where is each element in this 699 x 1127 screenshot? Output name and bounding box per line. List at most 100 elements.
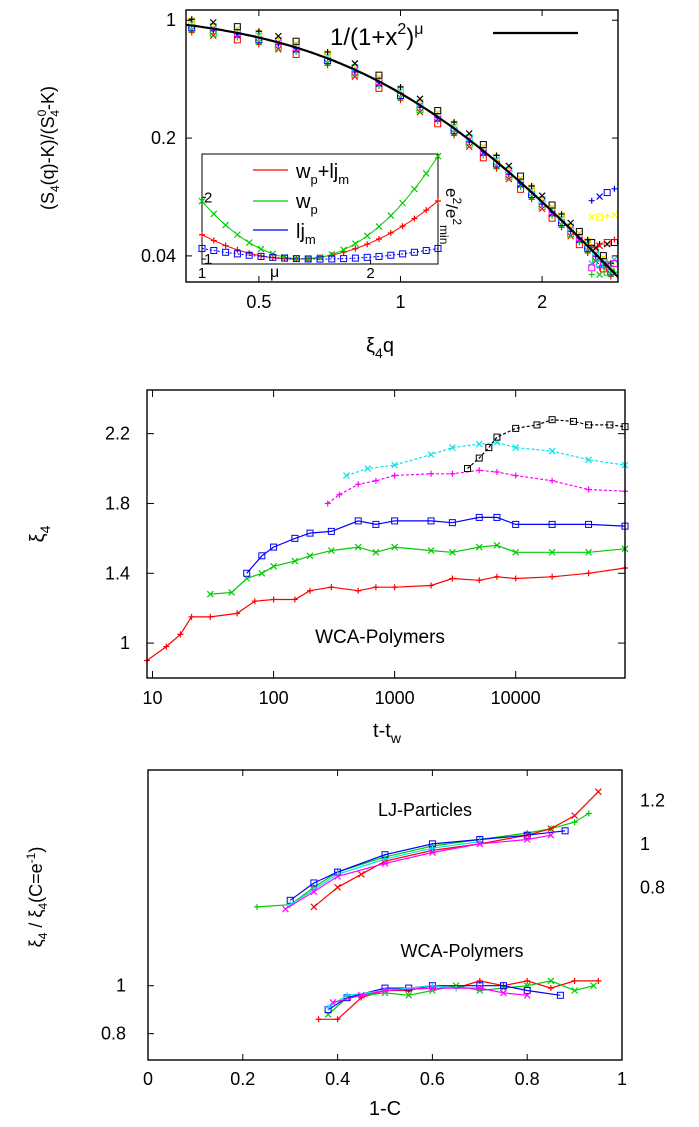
lj-series-point [254,903,261,910]
lj-series-point [381,859,389,867]
lj-series-point [429,845,436,852]
bottom-left-y-tick-label: 1 [116,976,126,996]
mid-data-point [585,421,593,429]
mid-data-point [234,610,241,617]
mid-series-line [210,544,626,595]
lj-series-point [334,873,342,880]
data-point [255,28,262,35]
lj-series-point [547,831,555,839]
wca-series-point [500,989,507,997]
mid-data-point [355,481,362,488]
data-point [416,95,424,103]
data-point [567,232,575,240]
mid-data-point [476,577,483,584]
data-point [416,108,424,116]
wca-series-point [571,987,579,994]
upturn-point [603,240,611,248]
upturn-point [603,268,611,276]
data-point [548,210,556,217]
wca-series-point [547,985,554,992]
upturn-point [588,271,595,278]
mid-data-point [512,548,520,556]
data-point [465,143,473,151]
mid-y-tick-label: 1 [120,633,130,653]
data-point [233,25,241,33]
lj-series-line [256,812,590,908]
data-point [274,32,282,40]
upturn-point [603,189,611,197]
mid-data-point [448,444,456,452]
wca-series-point [523,991,531,999]
bottom-right-y-tick-label: 1.2 [640,790,665,810]
wca-series-point [523,986,531,994]
bottom-x-tick-label: 0.4 [325,1069,350,1089]
bottom-x-ticks: 0 0.2 0.4 0.6 0.8 1 [143,770,627,1089]
upturn-point [588,264,596,272]
mid-data-point [391,472,398,479]
upturn-point [596,264,603,271]
data-point [592,257,600,265]
mid-x-tick-label: 1000 [375,688,415,708]
inset-point [198,244,206,252]
fit-legend-label: 1/(1+x2)μ [330,21,424,51]
data-point [538,192,546,200]
mid-data-point [549,573,556,580]
mid-data-point [476,467,483,474]
fit-curve [185,23,619,278]
mid-data-point [372,520,380,528]
inset-point [199,231,205,238]
mid-data-point [391,461,399,469]
upturn-point [588,213,596,221]
bottom-left-y-tick-label: 0.8 [101,1024,126,1044]
mid-data-point [228,589,236,596]
lj-series-point [428,849,436,856]
mid-data-point [307,587,314,594]
data-point [451,119,458,126]
wca-series-point [547,977,555,985]
top-x-ticks: 0.5 1 2 [246,10,547,312]
mid-data-point [606,421,614,429]
mid-data-point [391,584,398,591]
bottom-x-tick-label: 1 [617,1069,627,1089]
mid-data-point [206,590,214,598]
data-point [274,45,282,53]
mid-data-point [391,543,399,551]
inset-x-label: μ [270,264,279,281]
mid-data-point [207,613,214,620]
data-point [538,205,546,213]
data-point [558,211,565,218]
data-point [233,23,241,31]
data-point [517,181,524,189]
data-point [209,18,217,26]
inset-curve [201,248,439,260]
scaled-length-panel: 0 0.2 0.4 0.6 0.8 1 0.81 0.811.2 LJ-Particles… [24,769,665,1120]
mid-data-point [355,587,362,594]
structure-factor-panel: 0.5 1 2 1 0.2 0.04 1/(1+x2)μ (S4(q)-K)/(S04-… [35,9,619,361]
upturn-point [596,213,604,221]
mid-data-point [391,517,399,525]
upturn-point [611,211,618,219]
inset-plot: 1 212 wp+ljm wp ljm μ e2/e2min [198,152,464,282]
lj-series-line [313,791,599,908]
upturn-point [588,197,595,204]
mid-data-point [372,548,380,556]
wca-series-point [590,982,597,990]
data-point [528,183,535,190]
mid-data-point [475,440,483,448]
bottom-x-tick-label: 0.6 [420,1069,445,1089]
lj-series-line [285,834,552,910]
data-point [575,227,583,235]
mid-data-point [493,541,501,549]
mid-data-point [512,424,520,432]
bottom-plot-frame [147,769,623,1061]
wca-series-point [524,977,531,984]
data-point [324,59,332,67]
upturn-point [611,256,618,264]
upturn-point [603,239,611,247]
mid-y-ticks: 1 1.4 1.8 2.2 [105,424,625,653]
wca-series-point [571,977,578,984]
data-point [188,16,195,23]
lj-series-point [523,836,531,843]
data-point [351,60,359,67]
inset-y-label: e2/e2min [437,188,464,244]
